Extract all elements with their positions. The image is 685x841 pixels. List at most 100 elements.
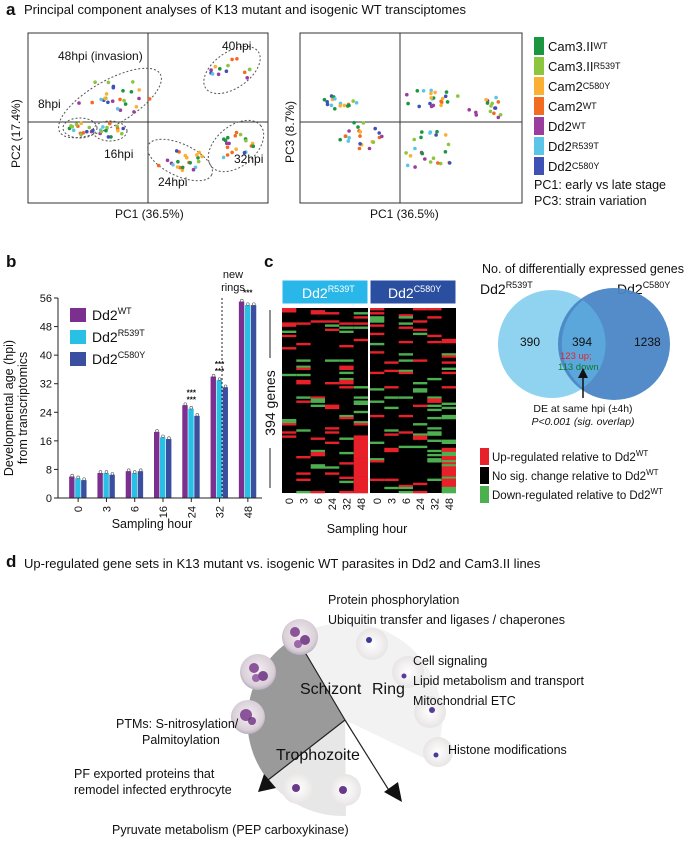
heatmap-cell bbox=[384, 429, 399, 432]
legend-swatch bbox=[534, 57, 544, 75]
cluster-label-16hpi: 16hpi bbox=[104, 147, 133, 161]
pca-point bbox=[137, 96, 141, 101]
heatmap-cell bbox=[339, 345, 354, 348]
heatmap-cell bbox=[441, 468, 456, 471]
pca-point bbox=[106, 80, 111, 85]
y-tick-label: 24 bbox=[40, 407, 52, 419]
pca-point bbox=[200, 154, 204, 159]
heatmap-cell bbox=[413, 437, 428, 440]
pca-point bbox=[333, 107, 337, 111]
heatmap-cell bbox=[353, 338, 368, 342]
heatmap-cell bbox=[282, 322, 297, 325]
y-tick-label: 32 bbox=[40, 379, 52, 391]
bar-marks bbox=[69, 298, 257, 498]
legend-item: Cam3.II WT bbox=[534, 36, 684, 56]
heatmap-cell bbox=[353, 451, 368, 455]
heatmap-cell bbox=[441, 490, 456, 494]
pca-point bbox=[456, 94, 460, 98]
bar-point bbox=[161, 434, 165, 438]
geneset-mitochondrial-etc: Mitochondrial ETC bbox=[413, 694, 516, 708]
pca-point bbox=[356, 125, 360, 129]
panel-d-letter: d bbox=[6, 552, 17, 571]
pca-point bbox=[404, 151, 408, 155]
heatmap-cell bbox=[353, 396, 368, 399]
panel-a-letter: a bbox=[6, 0, 16, 19]
heatmap-xtick-label: 24 bbox=[415, 498, 427, 510]
pca2-xlabel: PC1 (36.5%) bbox=[370, 207, 439, 221]
bar-point bbox=[133, 470, 137, 474]
heatmap-cell bbox=[427, 431, 442, 434]
heatmap-cell bbox=[413, 332, 428, 336]
pca-point bbox=[101, 125, 105, 129]
heatmap-cell bbox=[353, 386, 368, 389]
heatmap-cell bbox=[413, 433, 428, 436]
key-swatch bbox=[480, 486, 489, 503]
header-c580y bbox=[369, 279, 457, 305]
heatmap-cell bbox=[325, 427, 340, 430]
heatmap-cell bbox=[325, 328, 340, 331]
legend-item: Dd2 C580Y bbox=[534, 156, 684, 176]
heatmap-cell bbox=[353, 472, 368, 475]
bar bbox=[81, 480, 87, 498]
heatmap-cell bbox=[427, 396, 442, 399]
heatmap-cell bbox=[339, 476, 354, 479]
pca-point bbox=[132, 110, 136, 114]
bar bbox=[210, 376, 216, 498]
pca-point bbox=[116, 128, 120, 133]
pca-point bbox=[191, 167, 196, 172]
heatmap-cell bbox=[296, 365, 311, 368]
bar-point bbox=[246, 302, 250, 306]
venn-overlap-down: 113 down bbox=[558, 362, 599, 373]
heatmap-cell bbox=[441, 470, 456, 473]
heatmap-cell bbox=[427, 449, 442, 453]
heatmap-cell bbox=[384, 486, 399, 490]
pca-point bbox=[106, 135, 111, 139]
significance-mark: *** bbox=[215, 360, 225, 369]
pca-point bbox=[109, 135, 113, 139]
heatmap-cell bbox=[353, 460, 368, 463]
pca-point bbox=[70, 124, 75, 129]
bar-point bbox=[139, 468, 143, 472]
pca-point bbox=[134, 105, 139, 109]
pca-point bbox=[431, 156, 436, 160]
legend-label: Cam2 bbox=[548, 98, 583, 114]
pca-point bbox=[248, 67, 252, 72]
heatmap-cell bbox=[339, 359, 354, 362]
pca-point bbox=[434, 133, 438, 137]
pca-point bbox=[104, 92, 109, 96]
heatmap-cell bbox=[441, 466, 456, 469]
pca-point bbox=[346, 139, 351, 143]
heatmap-cell bbox=[427, 334, 442, 338]
pca-point bbox=[429, 88, 433, 93]
heatmap-cell bbox=[398, 314, 413, 317]
heatmap-cell bbox=[339, 437, 354, 440]
pca-point bbox=[496, 100, 501, 104]
heatmap-cell bbox=[427, 308, 442, 311]
legend-swatch bbox=[534, 117, 544, 135]
heatmap-block bbox=[370, 308, 456, 493]
bar bbox=[216, 380, 222, 498]
pca-point bbox=[234, 147, 238, 151]
pca-point bbox=[351, 99, 355, 103]
pca-point bbox=[121, 126, 125, 131]
heatmap-cell bbox=[441, 488, 456, 492]
heatmap-cell bbox=[384, 361, 399, 364]
header-r539t bbox=[281, 279, 369, 305]
heatmap-cell bbox=[310, 396, 325, 399]
bar bbox=[244, 305, 251, 498]
pca-point bbox=[417, 104, 421, 109]
pca-point bbox=[242, 70, 247, 75]
pca-point bbox=[118, 97, 122, 102]
pca-point bbox=[175, 165, 180, 169]
heatmap-cell bbox=[282, 334, 297, 338]
legend-label-sup: WT bbox=[582, 101, 597, 111]
pca-point bbox=[210, 72, 215, 76]
pca-point bbox=[343, 134, 348, 138]
pca-point bbox=[99, 97, 103, 102]
heatmap-cell bbox=[339, 330, 354, 333]
heatmap-cell bbox=[413, 404, 428, 407]
legend-swatch bbox=[534, 97, 544, 115]
heatmap-cell bbox=[384, 447, 399, 451]
pca-point bbox=[438, 161, 443, 166]
heatmap-cell bbox=[353, 435, 368, 438]
